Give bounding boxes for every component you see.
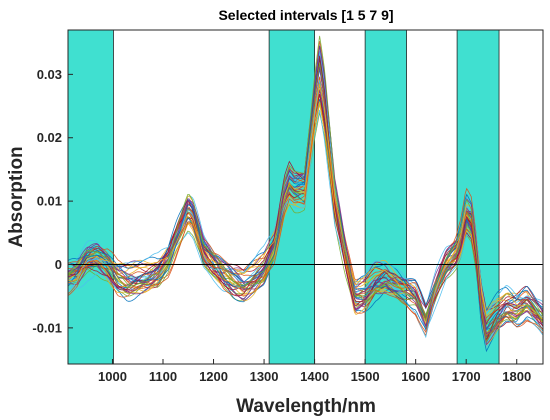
x-tick-label: 1200 (199, 369, 228, 384)
plot-area-frame (67, 29, 544, 365)
y-tick-label: 0.03 (37, 67, 62, 82)
selected-interval-1 (67, 29, 114, 365)
x-tick-label: 1300 (250, 369, 279, 384)
y-axis-ticks: -0.01 0 0.01 0.02 0.03 (32, 67, 73, 335)
spectrum-line (67, 84, 543, 337)
x-tick-label: 1500 (351, 369, 380, 384)
spectrum-line (67, 104, 543, 333)
x-axis-title: Wavelength/nm (236, 396, 376, 417)
spectrum-line (67, 84, 543, 325)
chart-title: Selected intervals [1 5 7 9] (218, 7, 393, 23)
x-axis-ticks: 1000 1100 1200 1300 1400 1500 1600 1700 1800 (98, 359, 531, 384)
selected-interval-7 (364, 29, 407, 365)
y-axis-title: Absorption (6, 146, 27, 247)
spectrum-line (67, 45, 543, 338)
y-tick-label: 0 (55, 257, 62, 272)
spectrum-line (67, 109, 543, 332)
spectra-series-group (67, 35, 543, 353)
spectrum-line (67, 55, 543, 342)
spectrum-line (67, 35, 543, 343)
y-tick-label: 0.01 (37, 194, 62, 209)
y-tick-label: -0.01 (32, 320, 62, 335)
x-tick-label: 1100 (149, 369, 177, 384)
x-tick-label: 1400 (300, 369, 329, 384)
x-tick-label: 1700 (452, 369, 481, 384)
x-tick-label: 1000 (98, 369, 127, 384)
x-tick-label: 1600 (401, 369, 430, 384)
x-tick-label: 1800 (502, 369, 531, 384)
y-tick-label: 0.02 (37, 130, 62, 145)
